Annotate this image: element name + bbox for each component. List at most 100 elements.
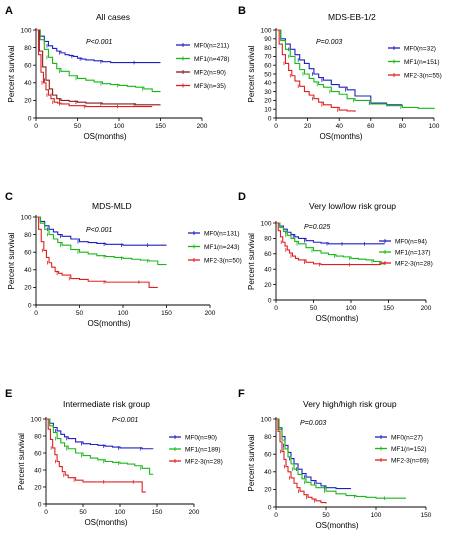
- x-tick-label: 100: [346, 305, 357, 312]
- x-tick-label: 50: [310, 305, 318, 312]
- km-curve-3: [36, 216, 158, 288]
- legend-label: MF1(n=151): [404, 59, 440, 66]
- panel-a: A All cases P<0.001 0 20 40 60 80 100 0 50 100 150 20…: [5, 5, 230, 141]
- panel-letter: F: [238, 388, 245, 400]
- x-tick-label: 200: [197, 123, 208, 130]
- km-curve-3: [276, 418, 327, 504]
- y-tick-label: 80: [24, 45, 32, 52]
- y-tick-label: 100: [21, 27, 32, 34]
- y-tick-label: 40: [24, 80, 32, 87]
- y-tick-label: 60: [264, 251, 272, 258]
- y-tick-label: 40: [264, 469, 272, 476]
- x-tick-label: 150: [152, 509, 163, 516]
- x-tick-label: 200: [421, 305, 432, 312]
- y-axis-label: Percent survival: [7, 232, 16, 289]
- x-tick-label: 20: [304, 123, 312, 130]
- km-curve-2: [46, 418, 154, 475]
- y-tick-label: 60: [24, 250, 32, 257]
- y-tick-label: 40: [264, 80, 272, 87]
- legend-label: MF2(n=90): [194, 69, 226, 76]
- x-tick-label: 50: [79, 509, 87, 516]
- panel-letter: B: [238, 5, 246, 17]
- y-tick-label: 20: [24, 98, 32, 105]
- legend-label: MF2-3(n=50): [204, 257, 242, 264]
- x-tick-label: 80: [399, 123, 407, 130]
- y-tick-label: 60: [24, 63, 32, 70]
- p-value: P<0.001: [86, 39, 112, 46]
- legend-label: MF1(n=478): [194, 56, 230, 63]
- y-tick-label: 20: [264, 98, 272, 105]
- km-curve-2: [276, 418, 406, 499]
- x-tick-label: 100: [118, 310, 129, 317]
- legend-label: MF2-3(n=28): [395, 260, 433, 267]
- panel-letter: A: [5, 5, 13, 17]
- y-tick-label: 0: [28, 302, 32, 309]
- p-value: P=0.003: [316, 39, 342, 46]
- x-axis-label: OS(months): [84, 518, 127, 527]
- y-tick-label: 10: [264, 107, 272, 114]
- x-axis-label: OS(months): [87, 319, 130, 328]
- legend-label: MF0(n=211): [194, 42, 229, 49]
- legend-label: MF1(n=189): [185, 446, 221, 453]
- x-tick-label: 150: [421, 512, 432, 519]
- legend-label: MF0(n=94): [395, 238, 427, 245]
- y-axis-label: Percent survival: [17, 433, 26, 490]
- legend-label: MF3(n=35): [194, 83, 226, 90]
- panel-title: Very low/low risk group: [309, 201, 396, 211]
- legend-label: MF1(n=152): [391, 446, 427, 453]
- legend-label: MF2-3(n=28): [185, 458, 223, 465]
- panel-title: Very high/high risk group: [303, 399, 397, 409]
- x-axis-label: OS(months): [319, 132, 362, 141]
- x-tick-label: 0: [274, 305, 278, 312]
- y-tick-label: 100: [261, 416, 272, 423]
- x-tick-label: 100: [371, 512, 382, 519]
- y-tick-label: 80: [34, 433, 42, 440]
- km-curve-3: [46, 418, 146, 493]
- legend-label: MF0(n=131): [204, 230, 240, 237]
- x-tick-label: 200: [205, 310, 216, 317]
- y-tick-label: 20: [24, 285, 32, 292]
- x-tick-label: 0: [44, 509, 48, 516]
- y-tick-label: 20: [34, 484, 42, 491]
- y-tick-label: 40: [264, 267, 272, 274]
- km-curve-3: [36, 29, 161, 106]
- y-tick-label: 60: [264, 63, 272, 70]
- x-tick-label: 0: [34, 310, 38, 317]
- y-tick-label: 60: [34, 450, 42, 457]
- legend-label: MF2-3(n=69): [391, 457, 429, 464]
- y-tick-label: 30: [264, 89, 272, 96]
- x-tick-label: 0: [274, 512, 278, 519]
- legend-label: MF1(n=243): [204, 244, 240, 251]
- x-tick-label: 100: [429, 123, 440, 130]
- legend-label: MF2-3(n=55): [404, 72, 442, 79]
- km-curve-2: [276, 222, 385, 265]
- panel-c: C MDS-MLD P<0.001 0 20 40 60 80 100 0 50 100 150 200 O…: [5, 191, 242, 328]
- y-axis-label: Percent survival: [247, 233, 256, 290]
- panel-d: D Very low/low risk group P=0.025 0 20 40 60 80…: [238, 191, 433, 323]
- y-tick-label: 80: [264, 434, 272, 441]
- panel-title: All cases: [96, 12, 130, 22]
- km-curve-3: [276, 222, 381, 266]
- km-curve-1: [276, 222, 385, 245]
- y-tick-label: 100: [261, 27, 272, 34]
- y-tick-label: 80: [264, 236, 272, 243]
- y-tick-label: 0: [38, 501, 42, 508]
- km-curve-1: [276, 418, 351, 490]
- panel-title: Intermediate risk group: [63, 399, 150, 409]
- y-tick-label: 40: [24, 267, 32, 274]
- panel-title: MDS-EB-1/2: [328, 12, 376, 22]
- y-tick-label: 0: [268, 504, 272, 511]
- x-tick-label: 100: [115, 509, 126, 516]
- km-curve-1: [276, 29, 403, 106]
- x-tick-label: 200: [189, 509, 200, 516]
- y-tick-label: 70: [264, 54, 272, 61]
- x-tick-label: 150: [155, 123, 166, 130]
- legend-label: MF0(n=27): [391, 434, 423, 441]
- x-axis-label: OS(months): [83, 132, 126, 141]
- km-curve-2: [36, 29, 161, 93]
- x-tick-label: 150: [161, 310, 172, 317]
- km-curve-3: [276, 29, 356, 112]
- legend-label: MF0(n=32): [404, 45, 436, 52]
- panel-e: E Intermediate risk group P<0.001 0 20 40 60 80…: [5, 388, 223, 527]
